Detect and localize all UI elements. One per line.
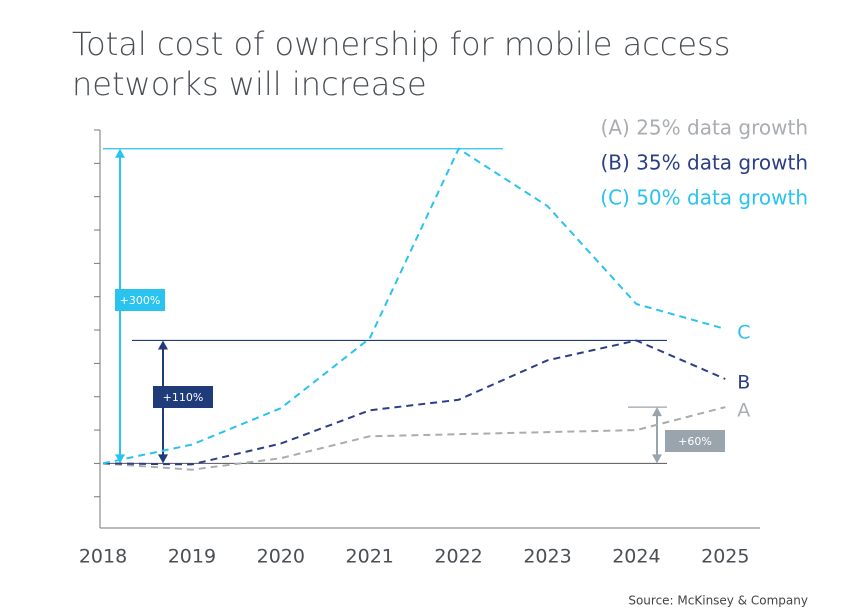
arrow-head xyxy=(158,454,168,464)
end-label: C xyxy=(737,322,750,344)
x-tick-label: 2022 xyxy=(434,546,482,568)
arrow-head xyxy=(158,340,168,350)
annotation-box xyxy=(665,430,725,452)
legend-entry: (B) 35% data growth xyxy=(601,151,809,175)
x-tick-label: 2020 xyxy=(257,546,305,568)
end-label: B xyxy=(737,372,750,394)
legend-entry: (C) 50% data growth xyxy=(600,186,808,210)
legend-box xyxy=(578,112,812,218)
arrow-head xyxy=(652,454,662,464)
x-tick-label: 2019 xyxy=(168,546,216,568)
end-label: A xyxy=(737,400,750,422)
chart-title: Total cost of ownership for mobile acces… xyxy=(72,25,731,103)
legend-entry: (A) 25% data growth xyxy=(601,116,808,140)
x-tick-label: 2021 xyxy=(346,546,394,568)
annotation-box xyxy=(115,289,165,311)
x-tick-label: 2025 xyxy=(701,546,749,568)
x-tick-label: 2024 xyxy=(612,546,660,568)
x-tick-label: 2018 xyxy=(79,546,127,568)
annotation: +60% xyxy=(678,435,712,448)
source: Source: McKinsey & Company xyxy=(628,594,808,608)
annotation: +300% xyxy=(120,294,161,307)
series-line xyxy=(102,406,726,471)
series-line xyxy=(102,147,726,465)
annotation-box xyxy=(153,386,213,408)
arrow-head xyxy=(652,407,662,417)
annotation: +110% xyxy=(163,391,204,404)
x-tick-label: 2023 xyxy=(523,546,571,568)
arrow-head xyxy=(115,148,125,158)
